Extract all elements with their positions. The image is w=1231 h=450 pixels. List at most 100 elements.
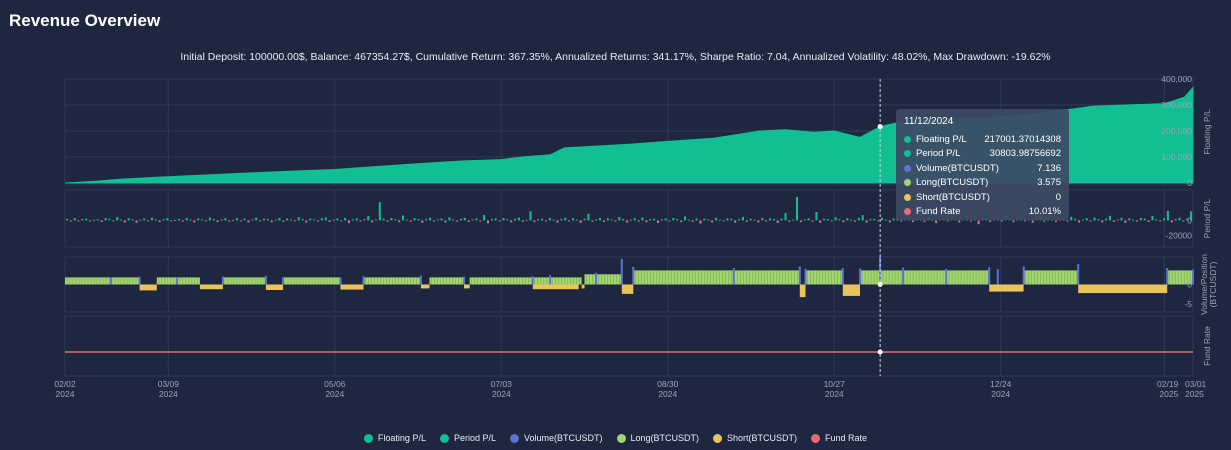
- period-pl-axis-label-group: Period P/L: [1202, 198, 1212, 238]
- period-pl-bar: [127, 218, 130, 221]
- period-pl-bar: [1128, 218, 1131, 221]
- legend-item[interactable]: Fund Rate: [811, 433, 867, 443]
- volume-bar: [419, 275, 422, 285]
- period-pl-bar: [143, 218, 146, 221]
- position-bars: [65, 256, 1194, 298]
- period-pl-bar: [1097, 219, 1100, 221]
- period-pl-bar: [386, 220, 389, 222]
- volume-bar: [804, 268, 807, 285]
- legend-item[interactable]: Period P/L: [439, 433, 496, 443]
- x-tick-year: 2024: [325, 389, 344, 399]
- series-dot-icon: [904, 135, 911, 143]
- period-pl-bar: [591, 220, 594, 222]
- legend-item[interactable]: Volume(BTCUSDT): [509, 433, 603, 443]
- period-pl-bar: [228, 220, 231, 222]
- period-pl-bar: [1120, 217, 1123, 221]
- period-pl-bar: [409, 220, 412, 222]
- period-pl-bar: [931, 219, 934, 221]
- short-position-bar: [199, 284, 223, 290]
- legend-item[interactable]: Short(BTCUSDT): [713, 433, 797, 443]
- short-position-bar: [532, 284, 579, 290]
- tooltip-label: Fund Rate: [916, 206, 961, 218]
- long-position-bar: [1167, 270, 1193, 285]
- volume-bar: [531, 276, 534, 285]
- period-pl-bar: [680, 220, 683, 223]
- period-pl-bar: [537, 219, 540, 221]
- tooltip-row: Floating P/L 217001.37014308: [904, 132, 1061, 147]
- period-pl-bar: [69, 220, 72, 222]
- period-pl-bar: [776, 220, 779, 223]
- period-pl-bar: [65, 218, 68, 221]
- period-pl-bar: [1051, 219, 1053, 221]
- legend-label: Fund Rate: [825, 433, 868, 443]
- period-pl-bar: [382, 218, 385, 221]
- long-position-bar: [156, 277, 200, 285]
- period-pl-bar: [270, 220, 273, 223]
- legend-item[interactable]: Long(BTCUSDT): [616, 433, 699, 443]
- crosshair-point-fund: [877, 349, 883, 355]
- period-pl-bar: [799, 220, 802, 223]
- short-position-bar: [989, 284, 1024, 292]
- period-pl-bar: [660, 219, 663, 221]
- period-pl-bar: [154, 219, 157, 221]
- period-pl-bar: [309, 218, 312, 221]
- period-pl-bar: [946, 220, 949, 222]
- tooltip-label: Short(BTCUSDT): [916, 191, 990, 203]
- legend-label: Floating P/L: [377, 433, 426, 443]
- period-pl-bar: [116, 217, 119, 221]
- long-position-bar: [222, 277, 266, 285]
- period-pl-bar: [1078, 220, 1080, 223]
- legend-item[interactable]: Floating P/L: [363, 433, 426, 443]
- floating-pl-y-tick: 0: [1187, 178, 1192, 188]
- volume-bar: [339, 277, 342, 285]
- long-position-bar: [584, 274, 622, 285]
- position-axis-label-group: Volume/Position (BTCUSDT): [1199, 254, 1218, 315]
- volume-bar: [282, 277, 285, 285]
- volume-bar: [109, 277, 112, 285]
- volume-bar: [859, 268, 862, 285]
- period-pl-bar: [641, 217, 644, 221]
- period-pl-bar: [587, 213, 590, 221]
- period-pl-bar: [610, 219, 613, 221]
- chart-tooltip: 11/12/2024 Floating P/L 217001.37014308 Pe…: [896, 109, 1069, 220]
- period-pl-bar: [131, 219, 134, 221]
- tooltip-value: 10.01%: [1028, 206, 1061, 218]
- period-pl-bar: [1116, 219, 1119, 221]
- period-pl-bar: [707, 219, 710, 221]
- legend-label: Period P/L: [453, 433, 496, 443]
- period-pl-bar: [579, 220, 582, 223]
- period-pl-bar: [243, 218, 246, 221]
- period-pl-bar: [823, 218, 826, 221]
- period-pl-bar: [726, 218, 729, 221]
- period-pl-bar: [247, 220, 250, 223]
- volume-bar: [988, 267, 991, 285]
- x-tick-label: 03/01: [1185, 379, 1207, 389]
- period-pl-bar: [815, 212, 818, 221]
- period-pl-bar: [564, 217, 567, 221]
- period-pl-bar: [351, 219, 354, 221]
- period-pl-bar: [699, 220, 702, 224]
- period-pl-bar: [730, 218, 733, 221]
- period-pl-bar: [452, 219, 455, 221]
- period-pl-bar: [626, 220, 629, 223]
- period-pl-bar: [390, 218, 393, 221]
- axis-labels: 0 100,000 200,000 300,000 400,000 0 -20000 0 -5 F…: [54, 74, 1218, 399]
- period-pl-bar: [869, 219, 872, 221]
- period-pl-bar: [1089, 220, 1092, 222]
- period-pl-bar: [1163, 218, 1165, 221]
- period-pl-bar: [599, 218, 601, 221]
- period-pl-bar: [317, 220, 319, 222]
- period-pl-bar: [301, 219, 304, 221]
- period-pl-bar: [1170, 220, 1173, 223]
- period-pl-bar: [120, 219, 122, 221]
- tooltip-value: 3.575: [1037, 177, 1061, 189]
- period-pl-bar: [398, 220, 401, 223]
- x-tick-year: 2024: [56, 389, 75, 399]
- period-pl-bar: [595, 219, 598, 221]
- period-pl-bar: [796, 197, 798, 221]
- period-pl-bar: [989, 220, 992, 222]
- period-pl-bar: [1031, 220, 1034, 223]
- period-pl-bar: [81, 219, 84, 221]
- period-pl-bar: [649, 219, 652, 221]
- period-pl-bar: [100, 220, 103, 222]
